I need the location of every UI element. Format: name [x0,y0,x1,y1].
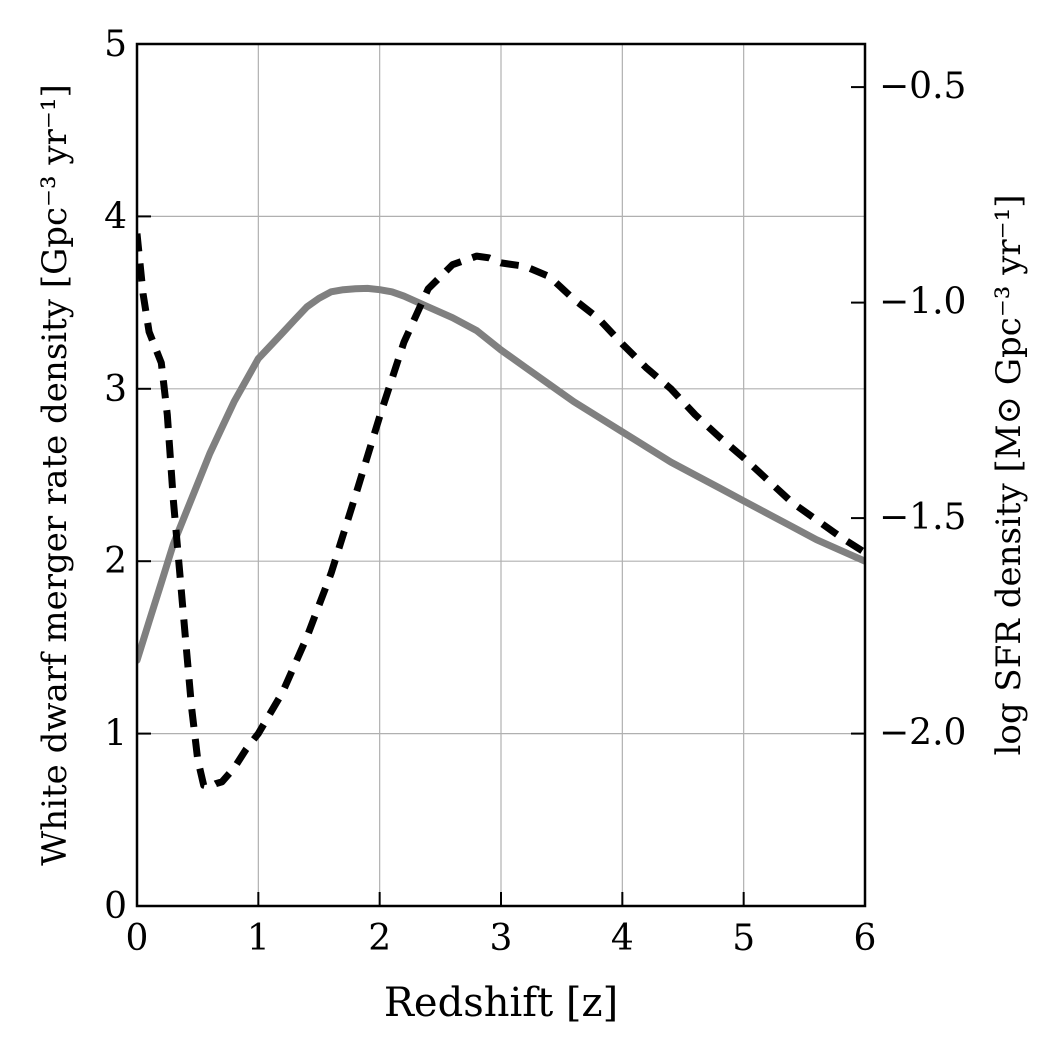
y-axis-label-right: log SFR density [M⊙ Gpc⁻³ yr⁻¹] [989,194,1029,755]
dashed-series-line [137,233,865,791]
ticks [136,43,866,907]
y-left-tick-label-3: 3 [104,369,127,410]
y-left-tick-label-5: 5 [104,24,127,65]
x-tick-label-3: 3 [490,918,513,959]
x-tick-label-5: 5 [732,918,755,959]
x-tick-label-2: 2 [368,918,391,959]
y-right-tick-label-3: −0.5 [879,66,966,107]
x-tick-label-6: 6 [854,918,877,959]
y-left-tick-label-0: 0 [104,886,127,927]
y-right-tick-label-2: −1.0 [879,282,966,323]
x-tick-label-4: 4 [611,918,634,959]
x-tick-label-0: 0 [126,918,149,959]
x-axis-label: Redshift [z] [384,980,618,1026]
y-right-tick-label-0: −2.0 [879,713,966,754]
y-right-tick-label-1: −1.5 [879,497,966,538]
y-left-tick-label-2: 2 [104,541,127,582]
tick-labels: 0 1 2 3 4 5 6 0 1 2 3 4 5 −2.0 −1.5 −1.0 −0.5 [104,24,966,959]
x-tick-label-1: 1 [247,918,270,959]
y-axis-label-left: White dwarf merger rate density [Gpc⁻³ y… [35,84,75,865]
y-left-tick-label-4: 4 [104,196,127,237]
y-left-tick-label-1: 1 [104,714,127,755]
grid [137,44,865,906]
solid-series-line [137,284,865,664]
series-layer [137,233,865,791]
